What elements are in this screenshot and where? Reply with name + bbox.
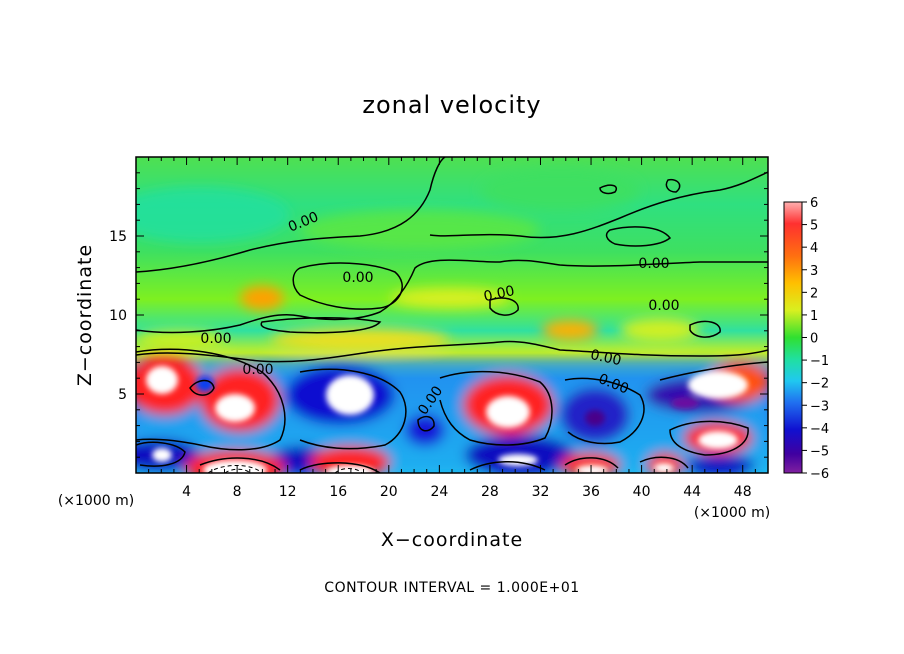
colorbar-tick-label: 4: [810, 241, 818, 256]
x-tick-label: 12: [279, 484, 297, 500]
svg-text:0.00: 0.00: [589, 347, 623, 369]
x-tick-label: 36: [582, 484, 600, 500]
colorbar-tick-label: 5: [810, 219, 818, 234]
svg-text:0.00: 0.00: [242, 362, 273, 378]
y-tick-label: 15: [109, 229, 127, 245]
colorbar-tick-label: −4: [810, 422, 829, 437]
x-tick-label: 16: [329, 484, 347, 500]
x-unit-label: (×1000 m): [58, 493, 134, 509]
x-tick-label: 28: [481, 484, 499, 500]
colorbar: 6 5 4 3 2 1 0 −1 −2 −3 −4 −5 −6: [783, 196, 829, 482]
contour-interval-note: CONTOUR INTERVAL = 1.000E+01: [324, 580, 579, 596]
x-tick-label: 44: [683, 484, 701, 500]
colorbar-tick-label: −3: [810, 399, 829, 414]
chart-title: zonal velocity: [362, 91, 541, 119]
contour-label: 0.00: [482, 283, 516, 305]
y-axis-label: Z−coordinate: [74, 244, 96, 386]
colorbar-tick-label: 2: [810, 286, 818, 301]
svg-text:0.00: 0.00: [342, 270, 373, 286]
dashed-contours: [207, 465, 363, 473]
colorbar-tick-label: −1: [810, 354, 829, 369]
y-tick-label: 10: [109, 308, 127, 324]
contour-label: 0.00: [242, 362, 273, 378]
y-axis-ticks: 5 10 15: [109, 172, 768, 458]
svg-text:0.00: 0.00: [200, 331, 231, 347]
contour-label: 0.00: [342, 270, 373, 286]
colorbar-tick-label: 3: [810, 264, 818, 279]
contour-label: 0.00: [648, 298, 679, 314]
x-tick-label: 8: [233, 484, 242, 500]
x-axis-ticks: 4 8 12 16 20 24 28 32 36 40 44 48: [148, 157, 756, 500]
contour-label: 0.00: [589, 347, 623, 369]
svg-text:0.00: 0.00: [638, 256, 669, 272]
colorbar-gradient: [783, 201, 803, 474]
x-tick-label: 24: [430, 484, 448, 500]
colorbar-tick-label: −6: [810, 467, 829, 482]
z-unit-label: (×1000 m): [694, 505, 770, 521]
colorbar-ticks: 6 5 4 3 2 1 0 −1 −2 −3 −4 −5 −6: [802, 196, 829, 482]
colorbar-tick-label: 0: [810, 332, 818, 347]
contour-label: 0.00: [638, 256, 669, 272]
x-tick-label: 48: [734, 484, 752, 500]
svg-text:0.00: 0.00: [482, 283, 516, 305]
x-tick-label: 32: [532, 484, 550, 500]
contour-lines: [136, 157, 768, 473]
x-tick-label: 20: [380, 484, 398, 500]
y-tick-label: 5: [118, 387, 127, 403]
x-tick-label: 4: [182, 484, 191, 500]
contour-label: 0.00: [200, 331, 231, 347]
x-tick-label: 40: [633, 484, 651, 500]
colorbar-tick-label: −5: [810, 444, 829, 459]
svg-text:0.00: 0.00: [648, 298, 679, 314]
colorbar-tick-label: 1: [810, 309, 818, 324]
colorbar-tick-label: 6: [810, 196, 818, 211]
x-axis-label: X−coordinate: [381, 529, 523, 551]
colorbar-tick-label: −2: [810, 377, 829, 392]
